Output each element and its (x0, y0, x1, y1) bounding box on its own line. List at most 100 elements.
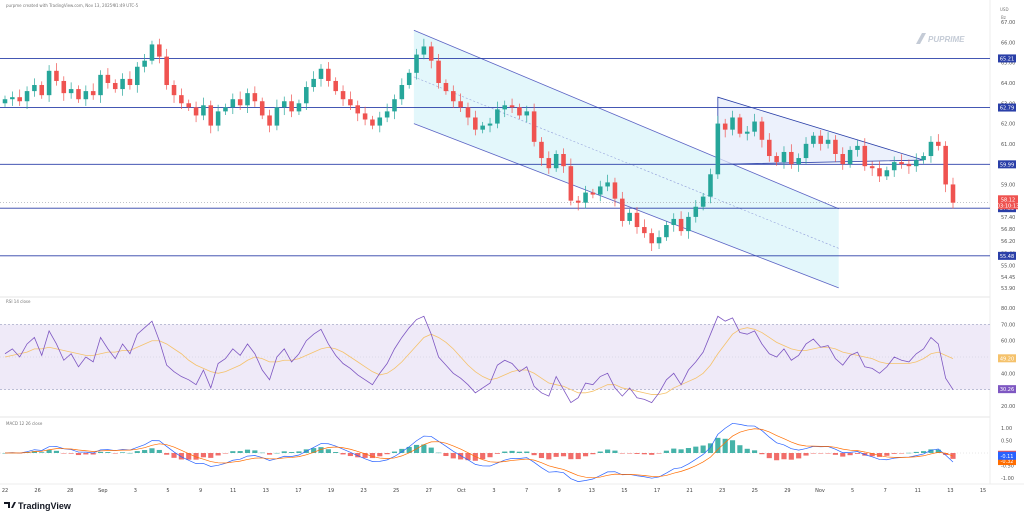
candle-body[interactable] (311, 78, 316, 88)
candle-body[interactable] (796, 158, 801, 165)
candle-body[interactable] (495, 109, 500, 124)
candle-body[interactable] (936, 141, 941, 146)
candle-body[interactable] (700, 196, 706, 207)
candle-body[interactable] (267, 115, 272, 126)
candle-body[interactable] (355, 105, 361, 114)
candle-body[interactable] (913, 160, 919, 167)
candle-body[interactable] (61, 80, 67, 94)
candle-body[interactable] (201, 105, 206, 116)
candle-body[interactable] (289, 101, 294, 112)
candle-body[interactable] (487, 123, 493, 126)
candle-body[interactable] (612, 182, 618, 199)
candle-body[interactable] (509, 105, 515, 108)
candle-body[interactable] (840, 154, 846, 165)
settings-dot-icon[interactable] (112, 3, 116, 7)
channel-lower-line[interactable] (413, 123, 839, 289)
candle-body[interactable] (539, 141, 544, 159)
candle-body[interactable] (642, 227, 647, 234)
candle-body[interactable] (230, 99, 236, 108)
candle-body[interactable] (54, 70, 59, 81)
candle-body[interactable] (105, 74, 111, 83)
candle-body[interactable] (362, 113, 368, 120)
candle-body[interactable] (17, 97, 22, 102)
candle-body[interactable] (274, 107, 280, 126)
candle-body[interactable] (2, 99, 8, 104)
candle-body[interactable] (781, 151, 787, 163)
candle-body[interactable] (252, 93, 258, 102)
candle-body[interactable] (803, 143, 809, 159)
candle-body[interactable] (767, 139, 772, 157)
candle-body[interactable] (296, 103, 302, 112)
candle-body[interactable] (428, 46, 434, 61)
channel-upper-line[interactable] (413, 29, 839, 210)
candle-body[interactable] (884, 170, 890, 177)
candle-body[interactable] (605, 182, 610, 187)
candle-body[interactable] (377, 117, 383, 126)
candle-body[interactable] (480, 125, 485, 130)
candle-body[interactable] (340, 91, 346, 100)
candle-body[interactable] (223, 107, 228, 112)
candle-body[interactable] (465, 107, 471, 118)
candle-body[interactable] (179, 95, 184, 104)
candle-body[interactable] (517, 107, 522, 116)
candle-body[interactable] (561, 154, 566, 167)
candle-body[interactable] (656, 237, 662, 244)
candle-body[interactable] (237, 99, 243, 106)
candle-body[interactable] (326, 68, 331, 81)
candle-body[interactable] (245, 93, 250, 106)
candle-body[interactable] (112, 82, 118, 90)
candle-body[interactable] (752, 121, 757, 132)
candle-body[interactable] (708, 174, 713, 197)
candle-body[interactable] (142, 60, 147, 67)
candle-body[interactable] (678, 218, 684, 232)
candle-body[interactable] (157, 44, 162, 57)
candle-body[interactable] (943, 145, 948, 185)
candle-body[interactable] (421, 46, 427, 55)
candle-body[interactable] (414, 54, 419, 73)
candle-body[interactable] (171, 85, 177, 96)
candle-body[interactable] (392, 99, 397, 112)
candle-body[interactable] (862, 145, 868, 167)
candle-body[interactable] (370, 119, 375, 126)
candle-body[interactable] (928, 141, 934, 157)
candle-body[interactable] (649, 233, 654, 244)
candle-body[interactable] (546, 158, 552, 169)
candle-body[interactable] (186, 103, 191, 108)
candle-body[interactable] (39, 85, 45, 96)
candle-body[interactable] (744, 131, 750, 134)
candle-body[interactable] (406, 72, 412, 86)
candle-body[interactable] (164, 56, 169, 86)
candle-body[interactable] (348, 99, 353, 106)
candle-body[interactable] (877, 168, 882, 177)
candle-body[interactable] (825, 139, 831, 144)
candle-body[interactable] (597, 186, 603, 195)
candle-body[interactable] (730, 117, 735, 130)
candle-body[interactable] (531, 111, 537, 142)
candle-body[interactable] (83, 91, 89, 100)
candle-body[interactable] (583, 192, 588, 203)
candle-body[interactable] (811, 135, 816, 144)
candle-body[interactable] (737, 117, 743, 134)
candle-body[interactable] (590, 192, 596, 195)
candle-body[interactable] (693, 206, 699, 217)
candle-body[interactable] (899, 162, 904, 165)
candle-body[interactable] (208, 105, 214, 126)
candle-body[interactable] (384, 111, 390, 118)
candle-body[interactable] (502, 105, 507, 110)
candle-body[interactable] (458, 101, 463, 108)
candle-body[interactable] (443, 82, 449, 92)
candle-body[interactable] (473, 117, 478, 130)
candle-body[interactable] (715, 123, 721, 175)
candle-body[interactable] (855, 145, 860, 150)
candle-body[interactable] (10, 97, 15, 100)
candle-body[interactable] (259, 101, 265, 116)
candle-body[interactable] (575, 200, 581, 203)
candle-body[interactable] (686, 216, 691, 232)
candle-body[interactable] (789, 151, 794, 165)
candle-body[interactable] (906, 164, 912, 167)
candle-body[interactable] (451, 91, 456, 102)
candle-body[interactable] (818, 135, 823, 144)
candle-body[interactable] (46, 70, 52, 96)
candle-body[interactable] (149, 44, 155, 61)
